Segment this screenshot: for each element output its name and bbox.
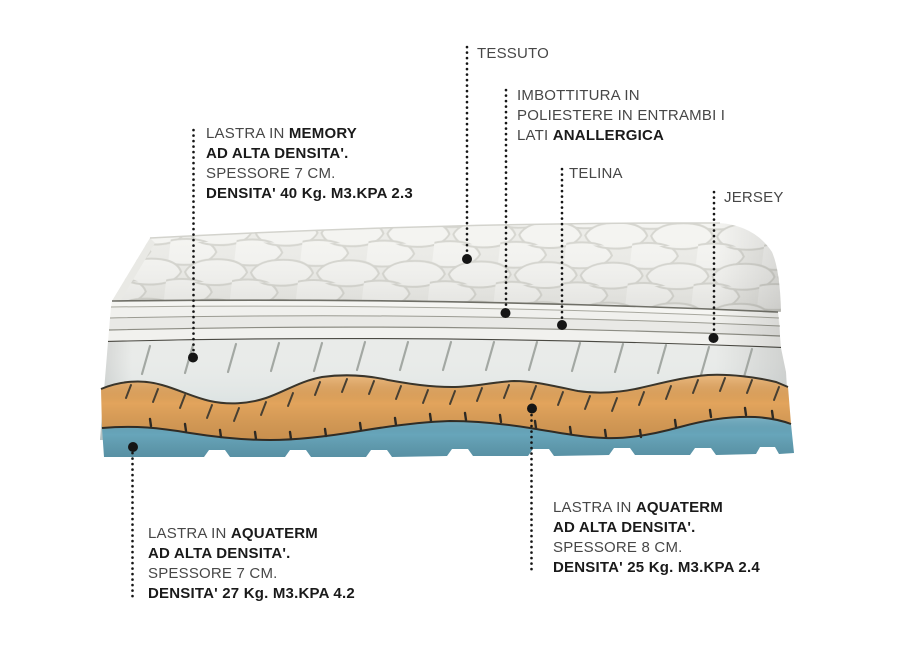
label-telina-text: TELINA [569, 165, 623, 182]
label-aquaterm-right-line3: SPESSORE 8 CM. [553, 539, 683, 556]
quilted-cover-right-shade [112, 222, 781, 312]
leader-dot-aquaterm-right [527, 403, 537, 414]
label-aquaterm-left-line3: SPESSORE 7 CM. [148, 565, 278, 582]
label-memory-line1: LASTRA IN MEMORY [206, 124, 413, 144]
label-memory-line3: SPESSORE 7 CM. [206, 165, 336, 182]
label-memory-line4: DENSITA' 40 Kg. M3.KPA 2.3 [206, 185, 413, 202]
leader-dot-telina [557, 320, 567, 330]
label-imbottitura-line1: IMBOTTITURA IN [517, 87, 640, 104]
aquaterm-blue-shading [102, 416, 794, 457]
label-imbottitura-line3: LATI ANALLERGICA [517, 126, 725, 146]
label-aquaterm-left-line1-bold: AQUATERM [230, 525, 319, 542]
layer-quilted-cover [112, 222, 781, 312]
bands-right-shade [108, 300, 781, 348]
leader-dots [128, 254, 719, 452]
leader-dot-memory [188, 352, 198, 363]
quilted-cover-back-edge [149, 222, 721, 239]
label-imbottitura-line3-bold: ANALLERGICA [552, 127, 665, 144]
leader-dot-imbottitura [500, 308, 511, 318]
label-tessuto-text: TESSUTO [477, 45, 549, 62]
label-aquaterm-left-line1-normal: LASTRA IN [148, 525, 231, 542]
label-telina: TELINA [569, 164, 623, 184]
label-tessuto: TESSUTO [477, 44, 549, 64]
label-memory-layer: LASTRA IN MEMORY AD ALTA DENSITA'. SPESS… [206, 124, 413, 204]
label-aquaterm-left-line2: AD ALTA DENSITA'. [148, 545, 291, 562]
leader-dot-jersey [708, 333, 719, 343]
label-aquaterm-left: LASTRA IN AQUATERM AD ALTA DENSITA'. SPE… [148, 524, 355, 604]
label-aquaterm-left-line4: DENSITA' 27 Kg. M3.KPA 4.2 [148, 585, 355, 602]
leader-dot-aquaterm-left [128, 442, 138, 452]
aquaterm-orange-shading [101, 374, 791, 440]
label-memory-line1-normal: LASTRA IN [206, 125, 289, 142]
aquaterm-orange-top-crease [100, 373, 789, 405]
label-aquaterm-left-line1: LASTRA IN AQUATERM [148, 524, 355, 544]
label-aquaterm-right-line2: AD ALTA DENSITA'. [553, 519, 696, 536]
label-jersey: JERSEY [724, 188, 784, 208]
leader-lines [131, 45, 716, 600]
label-memory-line2: AD ALTA DENSITA'. [206, 145, 349, 162]
layer-aquaterm-orange [100, 373, 791, 440]
label-imbottitura: IMBOTTITURA IN POLIESTERE IN ENTRAMBI I … [517, 86, 725, 146]
label-aquaterm-right-line4: DENSITA' 25 Kg. M3.KPA 2.4 [553, 559, 760, 576]
label-memory-line1-bold: MEMORY [288, 125, 358, 142]
quilted-cover-left-face [112, 238, 155, 305]
label-imbottitura-line3-normal: LATI [517, 127, 553, 144]
aquaterm-boundary-ticks [148, 406, 775, 441]
label-aquaterm-right-line1: LASTRA IN AQUATERM [553, 498, 760, 518]
aquaterm-blue-top-crease [101, 415, 792, 442]
label-aquaterm-right-line1-normal: LASTRA IN [553, 499, 636, 516]
label-jersey-text: JERSEY [724, 189, 784, 206]
leader-dot-tessuto [462, 254, 472, 264]
label-aquaterm-right-line1-bold: AQUATERM [635, 499, 724, 516]
aquaterm-orange-slit-ticks [125, 377, 780, 422]
label-aquaterm-right: LASTRA IN AQUATERM AD ALTA DENSITA'. SPE… [553, 498, 760, 578]
layer-aquaterm-blue [101, 406, 794, 457]
label-imbottitura-line2: POLIESTERE IN ENTRAMBI I [517, 107, 726, 124]
